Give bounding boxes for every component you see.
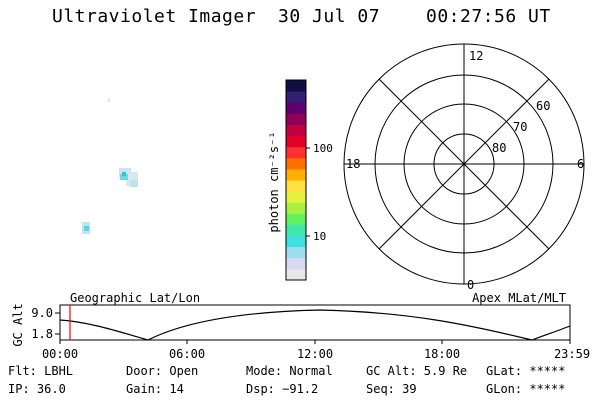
- image-speck: [108, 99, 110, 102]
- colorbar-segment: [286, 213, 306, 225]
- colorbar-segment: [286, 180, 306, 192]
- x-tick-label-2359: 23:59: [554, 347, 590, 361]
- colorbar-segment: [286, 135, 306, 148]
- polar-plot: [343, 43, 585, 285]
- mlt-label-12: 12: [469, 49, 483, 63]
- instrument-title: Ultraviolet Imager: [52, 6, 257, 27]
- seq-label: Seq: 39: [366, 382, 417, 396]
- colorbar-segment: [286, 168, 306, 181]
- lat-label-60: 60: [536, 99, 550, 113]
- uv-image-area: [82, 99, 138, 234]
- colorbar-segment: [286, 268, 306, 281]
- gain-label: Gain: 14: [126, 382, 184, 396]
- filter-label: Flt: LBHL: [8, 364, 74, 378]
- colorbar-segment: [286, 102, 306, 114]
- glon-label: GLon: *****: [486, 382, 566, 396]
- colorbar-segment: [286, 146, 306, 159]
- colorbar: [286, 80, 306, 281]
- lat-label-70: 70: [513, 120, 527, 134]
- colorbar-segment: [286, 157, 306, 170]
- y-tick-label-1-8: 1.8: [31, 327, 53, 341]
- x-tick-label-1200: 12:00: [297, 347, 333, 361]
- door-label: Door: Open: [126, 364, 199, 378]
- colorbar-segment: [286, 91, 306, 103]
- colorbar-frame: [285, 79, 307, 281]
- time-label: 00:27:56 UT: [426, 6, 551, 27]
- timeline-left-label: Geographic Lat/Lon: [70, 291, 200, 305]
- colorbar-segment: [286, 191, 306, 203]
- x-tick-label-0600: 06:00: [169, 347, 205, 361]
- mlt-label-18: 18: [346, 157, 360, 171]
- colorbar-segment: [286, 80, 306, 92]
- gc-alt-label: GC Alt: 5.9 Re: [366, 364, 468, 378]
- x-tick-label-0000: 00:00: [42, 347, 78, 361]
- colorbar-segment: [286, 257, 306, 270]
- ip-label: IP: 36.0: [8, 382, 66, 396]
- y-tick-label-9: 9.0: [31, 306, 53, 320]
- date-label: 30 Jul 07: [278, 6, 381, 27]
- mode-label: Mode: Normal: [246, 364, 333, 378]
- timeline-right-label: Apex MLat/MLT: [472, 291, 566, 305]
- colorbar-segment: [286, 202, 306, 214]
- mlt-label-0: 0: [467, 278, 474, 292]
- y-axis-title: GC Alt: [11, 303, 25, 346]
- colorbar-tick-label-100: 100: [313, 142, 333, 155]
- polar-diagonal-2: [378, 78, 550, 250]
- colorbar-unit-label: photon cm⁻²s⁻¹: [267, 131, 281, 232]
- colorbar-segment: [286, 224, 306, 237]
- altitude-curve: [59, 309, 571, 341]
- mlt-label-6: 6: [577, 157, 584, 171]
- glat-label: GLat: *****: [486, 364, 566, 378]
- uv-emission-blob-small: [82, 222, 90, 234]
- x-tick-label-1800: 18:00: [424, 347, 460, 361]
- colorbar-segment: [286, 124, 306, 137]
- colorbar-segment: [286, 246, 306, 259]
- colorbar-segment: [286, 235, 306, 248]
- uv-emission-blob: [119, 168, 138, 187]
- colorbar-segment: [286, 113, 306, 125]
- dsp-label: Dsp: −91.2: [246, 382, 319, 396]
- x-ticks: [59, 340, 571, 344]
- colorbar-tick-label-10: 10: [313, 230, 326, 243]
- lat-label-80: 80: [492, 141, 506, 155]
